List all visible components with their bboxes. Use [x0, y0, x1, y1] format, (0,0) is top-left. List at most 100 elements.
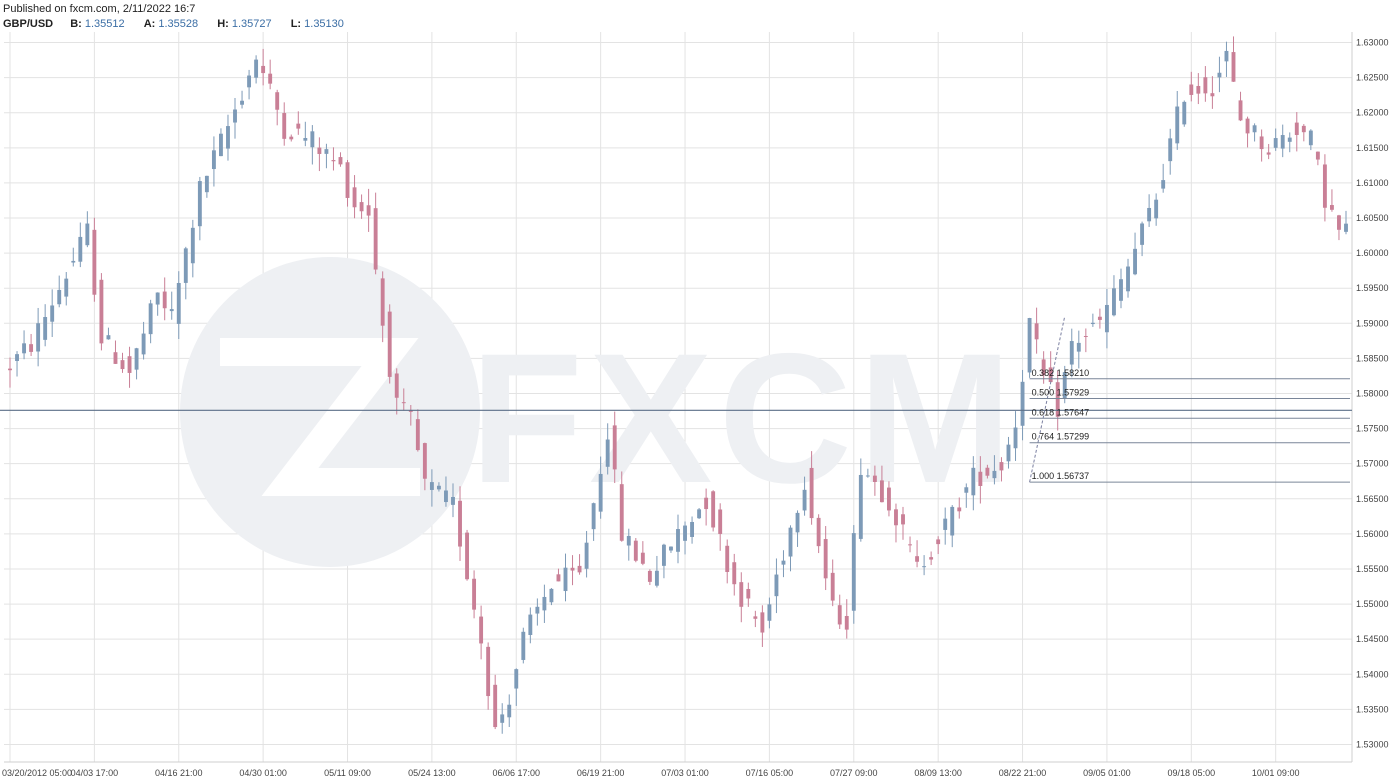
candle-body [22, 343, 27, 354]
x-tick-label: 09/05 01:00 [1083, 768, 1131, 778]
candle-body [29, 344, 34, 352]
candle-body [915, 556, 920, 562]
candle-body [1273, 138, 1278, 148]
candle-body [1189, 84, 1194, 95]
x-tick-label: 07/27 09:00 [830, 768, 878, 778]
candle-body [162, 291, 167, 309]
candle-body [204, 175, 209, 193]
candle-body [1280, 135, 1285, 149]
candle-body [725, 545, 730, 572]
candle-body [1259, 136, 1264, 150]
candle-body [992, 470, 997, 479]
candle-body [844, 615, 849, 630]
candle-body [71, 260, 76, 263]
candle-body [858, 474, 863, 539]
x-tick-label: 06/19 21:00 [577, 768, 625, 778]
candle-body [92, 229, 97, 295]
x-tick-label: 08/22 21:00 [999, 768, 1047, 778]
candle-body [303, 138, 308, 141]
candle-body [1266, 152, 1271, 155]
candle-body [633, 540, 638, 561]
candle-body [1147, 207, 1152, 222]
candle-body [978, 471, 983, 486]
y-tick-label: 1.58500 [1356, 353, 1389, 363]
candle-body [422, 443, 427, 479]
candle-body [57, 289, 62, 305]
candle-body [261, 65, 266, 74]
candle-body [619, 484, 624, 541]
x-tick-label: 03/20/2012 05:00 [2, 768, 72, 778]
candle-body [1048, 367, 1053, 383]
candle-body [106, 335, 111, 340]
candle-body [394, 373, 399, 398]
chart-header: Published on fxcm.com, 2/11/2022 16:7 GB… [0, 0, 1400, 32]
candle-body [472, 578, 477, 610]
candle-body [458, 500, 462, 547]
ask-value: 1.35528 [158, 18, 199, 30]
x-tick-label: 06/06 17:00 [493, 768, 541, 778]
candle-body [408, 410, 413, 412]
candle-body [176, 282, 181, 324]
chart-area[interactable]: 1.63000 1.62500 1.62000 1.61500 1.61000 1.605… [0, 32, 1400, 783]
candle-body [535, 606, 540, 614]
candlestick-chart[interactable]: 1.63000 1.62500 1.62000 1.61500 1.61000 1.605… [0, 32, 1400, 783]
candle-body [1224, 50, 1229, 62]
candle-body [338, 157, 343, 165]
candle-body [219, 133, 223, 157]
candle-body [971, 467, 976, 496]
candle-body [296, 123, 301, 129]
candle-body [211, 150, 216, 170]
y-tick-label: 1.60500 [1356, 213, 1389, 223]
candle-body [1203, 77, 1208, 94]
candle-body [865, 475, 870, 477]
candle-body [1006, 444, 1011, 462]
x-tick-label: 10/01 09:00 [1252, 768, 1300, 778]
candle-body [957, 507, 962, 512]
candle-body [999, 462, 1004, 471]
candle-body [830, 572, 835, 601]
candle-body [795, 512, 800, 533]
watermark-z-mark [220, 338, 420, 496]
candle-body [268, 73, 273, 84]
candle-body [134, 348, 139, 370]
y-tick-label: 1.62500 [1356, 73, 1389, 83]
candle-body [1083, 335, 1088, 337]
candle-body [612, 425, 617, 470]
candle-body [732, 562, 737, 585]
candle-body [50, 305, 55, 322]
candle-body [584, 542, 589, 569]
y-tick-label: 1.63000 [1356, 38, 1389, 48]
fibonacci-level-label: 0.500 1.57929 [1032, 387, 1090, 397]
candle-body [718, 509, 723, 534]
candle-body [753, 616, 758, 619]
x-tick-label: 08/09 13:00 [914, 768, 962, 778]
candle-body [739, 582, 744, 607]
candle-body [1119, 279, 1123, 301]
fibonacci-level-label: 0.382 1.58210 [1032, 368, 1090, 378]
candle-body [929, 557, 934, 560]
candle-body [1076, 342, 1081, 352]
x-tick-label: 05/11 09:00 [324, 768, 371, 778]
candle-body [99, 279, 104, 344]
high-value: 1.35727 [231, 18, 272, 30]
candle-body [661, 544, 666, 566]
y-tick-label: 1.57000 [1356, 459, 1389, 469]
candle-body [1041, 359, 1046, 376]
candle-body [493, 684, 498, 728]
candle-body [8, 368, 12, 371]
fxcm-watermark-logo [180, 257, 480, 567]
candle-body [605, 439, 610, 467]
candle-body [247, 75, 252, 88]
candle-body [380, 278, 385, 326]
candle-body [549, 588, 554, 603]
candle-body [802, 489, 807, 511]
candle-body [233, 109, 237, 123]
candle-body [1217, 72, 1222, 78]
candle-body [697, 509, 702, 519]
candle-body [289, 136, 294, 140]
candle-body [254, 59, 259, 78]
y-tick-label: 1.61000 [1356, 178, 1389, 188]
candle-body [809, 467, 814, 519]
candle-body [788, 527, 793, 557]
candle-body [1154, 199, 1159, 219]
